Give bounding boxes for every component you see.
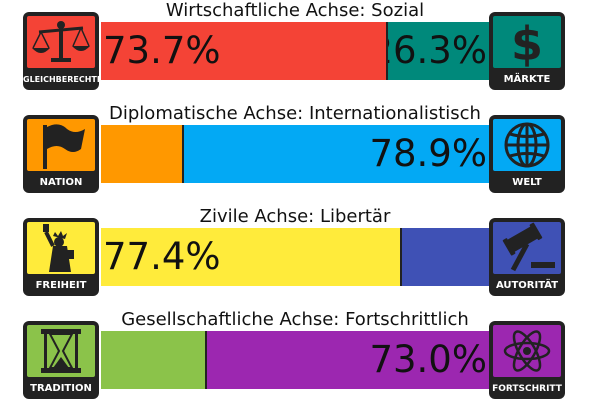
dollar-icon: $	[493, 16, 561, 68]
scales-icon	[27, 16, 95, 68]
axis-title: Zivile Achse: Libertär	[199, 206, 391, 227]
right-icon-label: AUTORITÄT	[495, 280, 559, 291]
right-percent: 73.0%	[369, 338, 487, 381]
axis-societal: Gesellschaftliche Achse: Fortschrittlich…	[0, 309, 590, 409]
right-segment	[401, 228, 489, 286]
axis-economic: Wirtschaftliche Achse: Sozial 73.7% 26.3…	[0, 0, 590, 100]
right-icon-box: WELT	[489, 115, 565, 193]
hourglass-icon	[27, 325, 95, 377]
svg-text:$: $	[511, 17, 543, 68]
left-icon-label: TRADITION	[30, 383, 92, 394]
left-percent: 73.7%	[103, 29, 221, 72]
axis-diplomatic: Diplomatische Achse: Internationalistisc…	[0, 103, 590, 203]
segment-divider	[182, 125, 184, 183]
left-icon-box: NATION	[23, 115, 99, 193]
axis-bar: 73.0%	[101, 331, 489, 389]
right-percent: 26.3%	[387, 29, 487, 72]
left-segment	[101, 331, 206, 389]
right-icon-label: FORTSCHRITT	[492, 384, 562, 394]
axis-title: Wirtschaftliche Achse: Sozial	[165, 0, 425, 21]
atom-icon	[493, 325, 561, 377]
left-icon-box: GLEICHBERECHTIGUNG	[23, 12, 99, 90]
left-icon-label: FREIHEIT	[35, 280, 87, 291]
segment-divider	[400, 228, 402, 286]
right-segment: 73.0%	[206, 331, 489, 389]
left-icon-label: NATION	[39, 177, 83, 188]
axis-bar: 78.9%	[101, 125, 489, 183]
right-icon-box: FORTSCHRITT	[489, 321, 565, 399]
left-segment: 77.4%	[101, 228, 401, 286]
right-icon-box: AUTORITÄT	[489, 218, 565, 296]
globe-icon	[493, 119, 561, 171]
axis-bar: 77.4%	[101, 228, 489, 286]
right-icon-label: MÄRKTE	[503, 74, 551, 85]
segment-divider	[205, 331, 207, 389]
segment-divider	[386, 22, 388, 80]
left-icon-box: FREIHEIT	[23, 218, 99, 296]
left-icon-label: GLEICHBERECHTIGUNG	[23, 75, 99, 84]
left-segment	[101, 125, 183, 183]
axis-title: Gesellschaftliche Achse: Fortschrittlich	[121, 309, 469, 330]
statue-of-liberty-icon	[27, 222, 95, 274]
right-segment: 26.3%	[387, 22, 489, 80]
axis-title: Diplomatische Achse: Internationalistisc…	[109, 103, 481, 124]
flag-icon	[27, 119, 95, 171]
right-icon-box: $ MÄRKTE	[489, 12, 565, 90]
axis-civil: Zivile Achse: Libertär 77.4% FREIHEIT	[0, 206, 590, 306]
axis-bar: 73.7% 26.3%	[101, 22, 489, 80]
left-icon-box: TRADITION	[23, 321, 99, 399]
left-segment: 73.7%	[101, 22, 387, 80]
gavel-icon	[493, 222, 561, 274]
right-percent: 78.9%	[369, 132, 487, 175]
left-percent: 77.4%	[103, 235, 221, 278]
right-segment: 78.9%	[183, 125, 489, 183]
right-icon-label: WELT	[512, 177, 542, 188]
